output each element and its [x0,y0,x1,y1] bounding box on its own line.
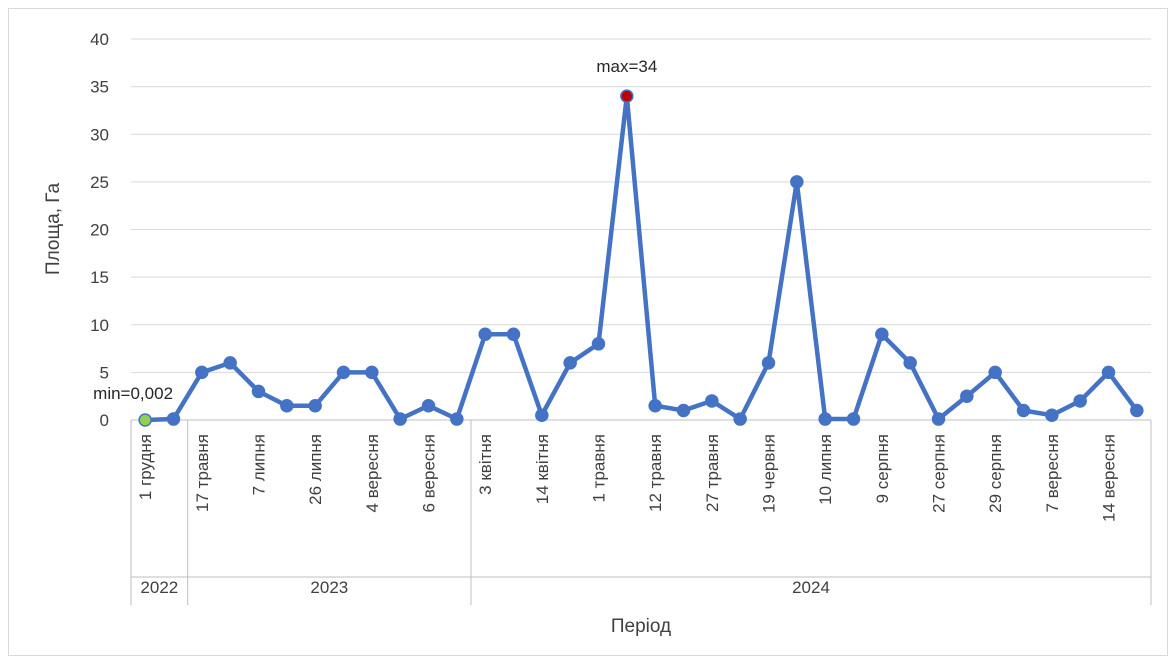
x-tick-label: 14 вересня [1100,434,1119,522]
data-point [450,412,464,426]
x-tick-label: 12 травня [646,434,665,512]
annotations: min=0,002 max=34 [93,57,657,403]
data-point [506,327,521,342]
data-point [931,412,946,426]
y-tick-label: 0 [100,411,109,430]
y-axis-ticks: 0 5 10 15 20 25 30 35 40 [90,30,109,430]
y-axis-title: Площа, Га [43,183,64,276]
x-tick-label: 27 травня [703,434,722,512]
data-point [1101,365,1116,380]
data-point [818,412,832,426]
data-point [790,175,804,189]
x-axis-ticks: 1 грудня 17 травня 7 липня 26 липня 4 вересн… [136,434,1118,522]
y-tick-label: 10 [90,316,109,335]
data-point [1016,403,1031,418]
x-tick-label: 10 липня [816,434,835,505]
data-point [1130,403,1144,418]
y-tick-label: 5 [100,363,109,382]
data-point [251,384,266,399]
data-point [393,412,407,426]
line-chart: 0 5 10 15 20 25 30 35 40 1 грудня 17 травня 7 липн… [8,8,1168,656]
series-line [142,93,1140,423]
data-point [421,398,436,413]
data-point [705,394,719,408]
data-point [1045,408,1059,422]
x-tick-label: 19 червня [760,434,779,513]
data-point [648,398,662,413]
gridlines [131,38,1151,373]
x-tick-label: 1 травня [590,434,609,503]
data-point [478,327,492,342]
data-point [308,398,322,413]
data-point-min [138,413,152,427]
x-tick-label: 7 липня [250,434,269,495]
year-label-2022: 2022 [140,578,178,597]
data-point [223,356,237,370]
data-point [761,356,776,370]
y-tick-label: 30 [90,125,109,144]
data-point [563,356,577,370]
data-point [280,398,294,413]
x-tick-label: 27 серпня [930,434,949,513]
chart-canvas: 0 5 10 15 20 25 30 35 40 1 грудня 17 травня 7 липн… [43,30,1152,637]
data-point [1073,394,1087,408]
data-point [960,389,974,403]
y-tick-label: 15 [90,268,109,287]
data-point [365,365,379,380]
x-tick-label: 7 вересня [1043,434,1062,512]
data-point-max [620,89,634,103]
data-point [846,412,861,426]
x-tick-label: 9 серпня [873,434,892,503]
x-tick-label: 4 вересня [363,434,382,512]
x-tick-label: 17 травня [193,434,212,512]
data-point [535,408,549,422]
x-tick-label: 29 серпня [986,434,1005,513]
data-point [903,356,917,370]
data-point [591,337,606,351]
data-point [988,365,1002,380]
y-tick-label: 25 [90,173,109,192]
x-tick-label: 3 квітня [476,434,495,495]
data-point [875,327,889,342]
min-annotation: min=0,002 [93,384,173,403]
max-annotation: max=34 [596,57,657,76]
data-point [336,365,351,380]
series-area-ha [138,89,1144,427]
data-point [733,412,747,426]
y-tick-label: 40 [90,30,109,49]
y-tick-label: 20 [90,221,109,240]
year-label-2023: 2023 [310,578,348,597]
data-point [676,403,691,418]
x-axis [131,419,1151,578]
x-tick-label: 6 вересня [420,434,439,512]
y-tick-label: 35 [90,78,109,97]
data-point [166,412,181,426]
data-point [195,365,209,380]
x-tick-label: 14 квітня [533,434,552,504]
x-tick-label: 1 грудня [136,434,155,500]
x-tick-label: 26 липня [306,434,325,505]
year-groups: 2022 2023 2024 [130,420,1152,605]
x-axis-title: Період [611,616,671,637]
year-label-2024: 2024 [792,578,830,597]
